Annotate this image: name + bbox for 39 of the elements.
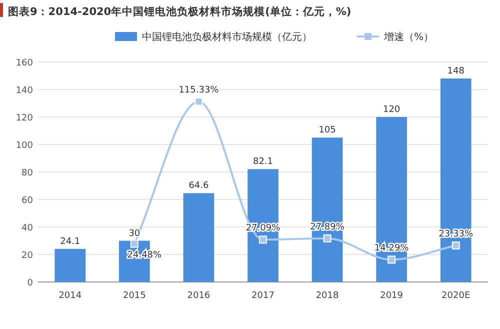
data-label: 30 [128, 228, 140, 239]
bar [54, 248, 86, 282]
x-tick-label: 2017 [252, 291, 274, 301]
x-tick-label: 2020E [442, 291, 470, 301]
x-tick-label: 2018 [316, 291, 340, 301]
x-tick-label: 2014 [58, 291, 82, 301]
data-label: 115.33% [178, 86, 220, 96]
point [130, 240, 138, 248]
point [194, 98, 203, 106]
y-tick-label: 20 [22, 251, 34, 261]
bar [376, 117, 407, 282]
data-label: 24.1 [60, 236, 80, 247]
bar [312, 138, 343, 282]
y-tick-label: 60 [22, 196, 34, 206]
y-tick-label: 160 [16, 58, 34, 68]
legend-label: 增速（%） [383, 31, 434, 43]
point [452, 242, 460, 250]
x-tick-label: 2016 [187, 291, 210, 301]
x-tick-label: 2019 [380, 291, 404, 301]
chart-title: 图表9：2014-2020年中国锂电池负极材料市场规模(单位：亿元，%) [8, 5, 352, 18]
data-label: 82.1 [252, 157, 274, 168]
bar [183, 193, 214, 282]
y-tick-label: 80 [22, 168, 34, 178]
y-tick-label: 120 [16, 114, 34, 124]
data-label: 148 [447, 66, 465, 76]
data-label: 120 [382, 105, 400, 115]
bar [248, 169, 278, 282]
y-tick-label: 40 [22, 224, 34, 234]
x-tick-label: 2015 [122, 291, 146, 301]
point [323, 234, 332, 242]
data-label: 64.6 [188, 181, 210, 192]
point [388, 256, 396, 264]
bar [440, 78, 472, 282]
point [259, 236, 267, 244]
data-label: 105 [318, 126, 336, 136]
y-tick-label: 0 [27, 278, 34, 288]
y-tick-label: 140 [16, 86, 34, 96]
y-tick-label: 100 [16, 141, 34, 151]
legend-label: 中国锂电池负极材料市场规模（亿元） [142, 31, 312, 43]
